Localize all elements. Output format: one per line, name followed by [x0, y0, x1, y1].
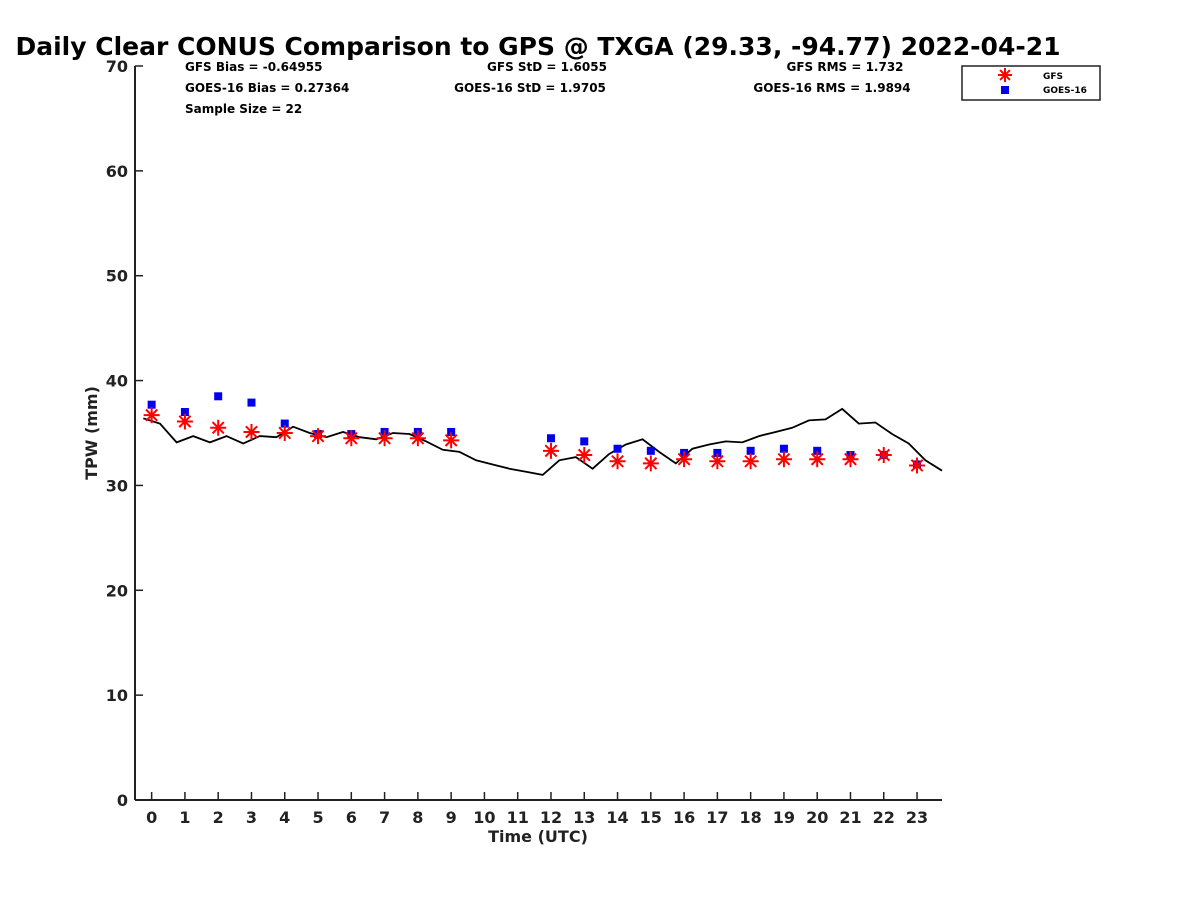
- goes16-point: [580, 437, 589, 446]
- legend: GFS GOES-16: [961, 65, 1101, 101]
- gfs-point: [310, 428, 327, 445]
- stat-annotation: GFS RMS = 1.732: [786, 60, 903, 74]
- goes16-point: [247, 398, 256, 407]
- gfs-point: [809, 451, 826, 468]
- x-tick-label: 18: [740, 808, 762, 827]
- y-tick-label: 70: [106, 57, 128, 76]
- stat-annotation: GFS StD = 1.6055: [487, 60, 607, 74]
- x-tick-label: 9: [446, 808, 457, 827]
- y-tick-label: 20: [106, 581, 128, 600]
- gfs-point: [609, 453, 626, 470]
- x-tick-label: 21: [839, 808, 861, 827]
- x-tick-label: 4: [279, 808, 290, 827]
- x-tick-label: 6: [346, 808, 357, 827]
- x-tick-label: 15: [640, 808, 662, 827]
- y-tick-label: 60: [106, 162, 128, 181]
- goes16-point: [147, 400, 156, 409]
- stat-annotation: GOES-16 StD = 1.9705: [454, 81, 606, 95]
- goes16-point: [813, 446, 822, 455]
- legend-goes16-marker: [1001, 86, 1009, 94]
- x-tick-label: 13: [573, 808, 595, 827]
- gfs-point: [343, 430, 360, 447]
- gfs-point: [276, 425, 293, 441]
- goes16-point: [546, 434, 555, 443]
- x-tick-label: 14: [606, 808, 628, 827]
- y-tick-label: 10: [106, 686, 128, 705]
- x-tick-label: 5: [312, 808, 323, 827]
- goes16-point: [646, 446, 655, 455]
- gfs-point: [842, 451, 859, 468]
- gfs-point: [542, 442, 559, 459]
- x-tick-label: 10: [473, 808, 495, 827]
- y-tick-label: 0: [117, 791, 128, 810]
- gfs-point: [775, 451, 792, 468]
- y-ticks: 0 10 20 30 40 50 60 70: [106, 57, 143, 810]
- x-tick-label: 3: [246, 808, 257, 827]
- gfs-point: [875, 447, 892, 464]
- stat-annotation: GFS Bias = -0.64955: [185, 60, 322, 74]
- x-tick-label: 16: [673, 808, 695, 827]
- legend-goes16-label: GOES-16: [1043, 86, 1087, 96]
- x-tick-label: 20: [806, 808, 828, 827]
- axes: [134, 66, 942, 801]
- goes16-point: [214, 392, 223, 401]
- gfs-point: [443, 432, 460, 449]
- x-tick-label: 7: [379, 808, 390, 827]
- gfs-point: [742, 453, 759, 470]
- x-tick-label: 0: [146, 808, 157, 827]
- goes16-point: [746, 446, 755, 455]
- goes16-point: [613, 444, 622, 453]
- gfs-point: [143, 407, 160, 424]
- gfs-point: [210, 419, 227, 436]
- stat-annotation: GOES-16 RMS = 1.9894: [753, 81, 910, 95]
- gfs-point: [243, 423, 260, 440]
- y-tick-label: 50: [106, 267, 128, 286]
- stat-annotation: GOES-16 Bias = 0.27364: [185, 81, 349, 95]
- legend-gfs-marker: [998, 68, 1012, 82]
- x-tick-label: 1: [179, 808, 190, 827]
- y-tick-label: 30: [106, 476, 128, 495]
- goes16-point: [280, 419, 289, 428]
- chart-title: Daily Clear CONUS Comparison to GPS @ TX…: [15, 32, 1060, 61]
- gfs-point: [176, 413, 193, 430]
- goes16-point: [779, 444, 788, 453]
- y-tick-label: 40: [106, 372, 128, 391]
- gfs-point: [376, 430, 393, 447]
- x-ticks: 0 1 2 3 4 5 6 7 8 9 10 11 12 13 14 15 16 17 18 19 20 21 22 23: [146, 792, 928, 827]
- gfs-point: [642, 455, 659, 472]
- stats-annotations: GFS Bias = -0.64955 GFS StD = 1.6055 GFS R…: [185, 60, 911, 116]
- plot-area: [143, 392, 943, 476]
- x-tick-label: 11: [507, 808, 529, 827]
- goes16-point: [713, 448, 722, 457]
- gfs-point: [709, 453, 726, 470]
- gfs-point: [409, 430, 426, 447]
- x-tick-label: 12: [540, 808, 562, 827]
- x-axis-label: Time (UTC): [488, 827, 588, 846]
- x-tick-label: 2: [213, 808, 224, 827]
- goes16-point: [180, 408, 189, 417]
- gps-line: [143, 407, 943, 476]
- y-axis-label: TPW (mm): [82, 386, 101, 480]
- stat-annotation: Sample Size = 22: [185, 102, 302, 116]
- x-tick-label: 19: [773, 808, 795, 827]
- gfs-point: [576, 447, 593, 464]
- x-tick-label: 22: [873, 808, 895, 827]
- x-tick-label: 23: [906, 808, 928, 827]
- gfs-point: [909, 457, 926, 474]
- x-tick-label: 17: [706, 808, 728, 827]
- legend-box: [961, 65, 1101, 101]
- x-tick-label: 8: [412, 808, 423, 827]
- goes16-point: [447, 427, 456, 436]
- gfs-point: [676, 451, 693, 468]
- legend-gfs-label: GFS: [1043, 72, 1063, 82]
